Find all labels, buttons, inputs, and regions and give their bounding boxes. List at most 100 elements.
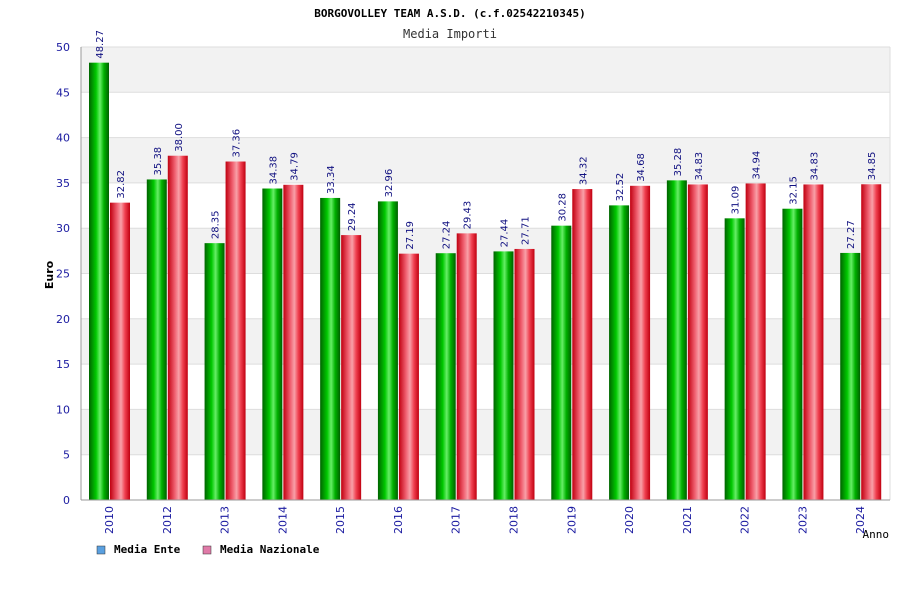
data-label-nazionale-2016: 27.19 — [405, 221, 416, 250]
data-label-nazionale-2010: 32.82 — [116, 170, 127, 199]
chart-title: BORGOVOLLEY TEAM A.S.D. (c.f.02542210345… — [314, 7, 586, 20]
y-tick-label: 0 — [63, 494, 70, 507]
x-tick-label-2015: 2015 — [334, 506, 347, 534]
data-label-ente-2015: 33.34 — [326, 165, 337, 194]
x-tick-label-2014: 2014 — [276, 506, 289, 534]
bar-nazionale-2014 — [283, 184, 304, 500]
data-label-ente-2018: 27.44 — [500, 219, 511, 248]
bar-nazionale-2020 — [630, 185, 651, 500]
data-label-nazionale-2019: 34.32 — [578, 156, 589, 185]
y-axis-label: Euro — [43, 260, 56, 289]
plot-band — [81, 454, 890, 500]
y-tick-label: 35 — [56, 177, 70, 190]
data-label-nazionale-2015: 29.24 — [347, 202, 358, 231]
plot-band — [81, 137, 890, 183]
x-tick-label-2016: 2016 — [392, 506, 405, 534]
x-tick-label-2020: 2020 — [623, 506, 636, 534]
bar-ente-2020 — [609, 205, 630, 500]
data-label-ente-2024: 27.27 — [846, 220, 857, 249]
bar-nazionale-2017 — [456, 233, 477, 500]
data-label-nazionale-2012: 38.00 — [174, 123, 185, 152]
data-label-ente-2019: 30.28 — [557, 193, 568, 222]
data-label-ente-2017: 27.24 — [442, 221, 453, 250]
data-label-nazionale-2023: 34.83 — [809, 152, 820, 181]
y-tick-label: 10 — [56, 403, 70, 416]
x-tick-label-2022: 2022 — [739, 506, 752, 534]
x-tick-label-2017: 2017 — [450, 506, 463, 534]
plot-band — [81, 182, 890, 229]
data-label-ente-2014: 34.38 — [268, 156, 279, 185]
x-tick-label-2013: 2013 — [219, 506, 232, 534]
x-tick-label-2021: 2021 — [681, 506, 694, 534]
y-tick-label: 30 — [56, 222, 70, 235]
data-label-ente-2012: 35.38 — [153, 147, 164, 176]
y-tick-label: 40 — [56, 132, 70, 145]
legend: Media Ente Media Nazionale — [96, 543, 320, 556]
data-label-ente-2010: 48.27 — [95, 30, 106, 59]
x-tick-label-2012: 2012 — [161, 506, 174, 534]
bar-ente-2019 — [551, 225, 572, 500]
plot-band — [81, 409, 890, 455]
y-tick-label: 15 — [56, 358, 70, 371]
bar-ente-2014 — [262, 188, 283, 500]
data-label-nazionale-2013: 37.36 — [232, 129, 243, 158]
bar-ente-2013 — [204, 243, 225, 501]
y-tick-label: 25 — [56, 268, 70, 281]
data-label-nazionale-2017: 29.43 — [463, 201, 474, 230]
data-label-ente-2020: 32.52 — [615, 173, 626, 202]
y-tick-label: 50 — [56, 41, 70, 54]
bar-ente-2022 — [724, 218, 745, 501]
legend-label-media-ente: Media Ente — [114, 543, 181, 556]
data-label-nazionale-2020: 34.68 — [636, 153, 647, 182]
x-tick-label-2024: 2024 — [854, 506, 867, 534]
x-tick-label-2010: 2010 — [103, 506, 116, 534]
bar-nazionale-2013 — [225, 161, 246, 500]
bar-nazionale-2015 — [341, 235, 362, 500]
data-label-nazionale-2018: 27.71 — [521, 216, 532, 245]
data-label-ente-2022: 31.09 — [731, 186, 742, 215]
bar-nazionale-2016 — [398, 253, 419, 500]
data-labels-group: 48.27 32.82 35.38 38.00 28.35 37.36 34.38 34.79… — [95, 30, 878, 250]
data-label-nazionale-2024: 34.85 — [867, 152, 878, 181]
bar-nazionale-2023 — [803, 184, 824, 501]
bar-nazionale-2022 — [745, 183, 766, 500]
data-label-nazionale-2014: 34.79 — [289, 152, 300, 181]
legend-label-media-nazionale: Media Nazionale — [220, 543, 320, 556]
bar-nazionale-2021 — [687, 184, 708, 501]
bar-ente-2018 — [493, 251, 514, 500]
bar-ente-2016 — [377, 201, 398, 501]
bar-ente-2017 — [435, 253, 456, 500]
bar-nazionale-2019 — [572, 189, 593, 501]
x-tick-label-2018: 2018 — [508, 506, 521, 534]
data-label-ente-2023: 32.15 — [788, 176, 799, 205]
y-axis-ticks: 0 5 10 15 20 25 30 35 40 45 50 — [56, 41, 70, 507]
bar-nazionale-2010 — [110, 202, 130, 500]
data-label-nazionale-2022: 34.94 — [752, 151, 763, 180]
data-label-ente-2016: 32.96 — [384, 169, 395, 198]
legend-swatch-media-ente — [96, 545, 106, 555]
bar-ente-2021 — [666, 180, 687, 500]
x-axis-label: Anno — [863, 528, 890, 541]
x-tick-label-2019: 2019 — [565, 506, 578, 534]
y-tick-label: 20 — [56, 313, 70, 326]
bar-ente-2023 — [782, 208, 803, 500]
x-tick-label-2023: 2023 — [796, 506, 809, 534]
plot-band — [81, 364, 890, 410]
plot-band — [81, 273, 890, 319]
plot-band — [81, 228, 890, 274]
data-label-nazionale-2021: 34.83 — [694, 152, 705, 181]
bar-ente-2015 — [320, 197, 341, 500]
bars-group — [89, 62, 882, 501]
plot-band — [81, 92, 890, 138]
plot-band — [81, 318, 890, 365]
bar-nazionale-2018 — [514, 248, 535, 500]
x-axis-ticks: 2010 2012 2013 2014 2015 2016 2017 2018 2019 2020… — [103, 506, 867, 534]
y-tick-label: 5 — [63, 449, 70, 462]
plot-band — [81, 47, 890, 93]
bar-ente-2024 — [840, 252, 861, 500]
data-label-ente-2021: 35.28 — [673, 148, 684, 177]
legend-swatch-media-nazionale — [202, 545, 212, 555]
bar-nazionale-2024 — [861, 184, 882, 500]
bar-ente-2012 — [146, 179, 167, 500]
